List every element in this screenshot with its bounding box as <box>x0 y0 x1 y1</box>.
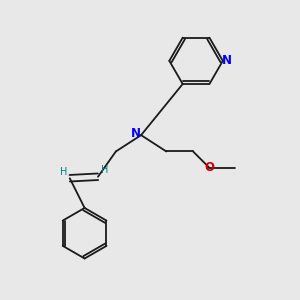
Text: H: H <box>101 165 108 175</box>
Text: N: N <box>222 54 232 67</box>
Text: H: H <box>59 167 67 177</box>
Text: O: O <box>204 161 214 174</box>
Text: N: N <box>131 127 141 140</box>
